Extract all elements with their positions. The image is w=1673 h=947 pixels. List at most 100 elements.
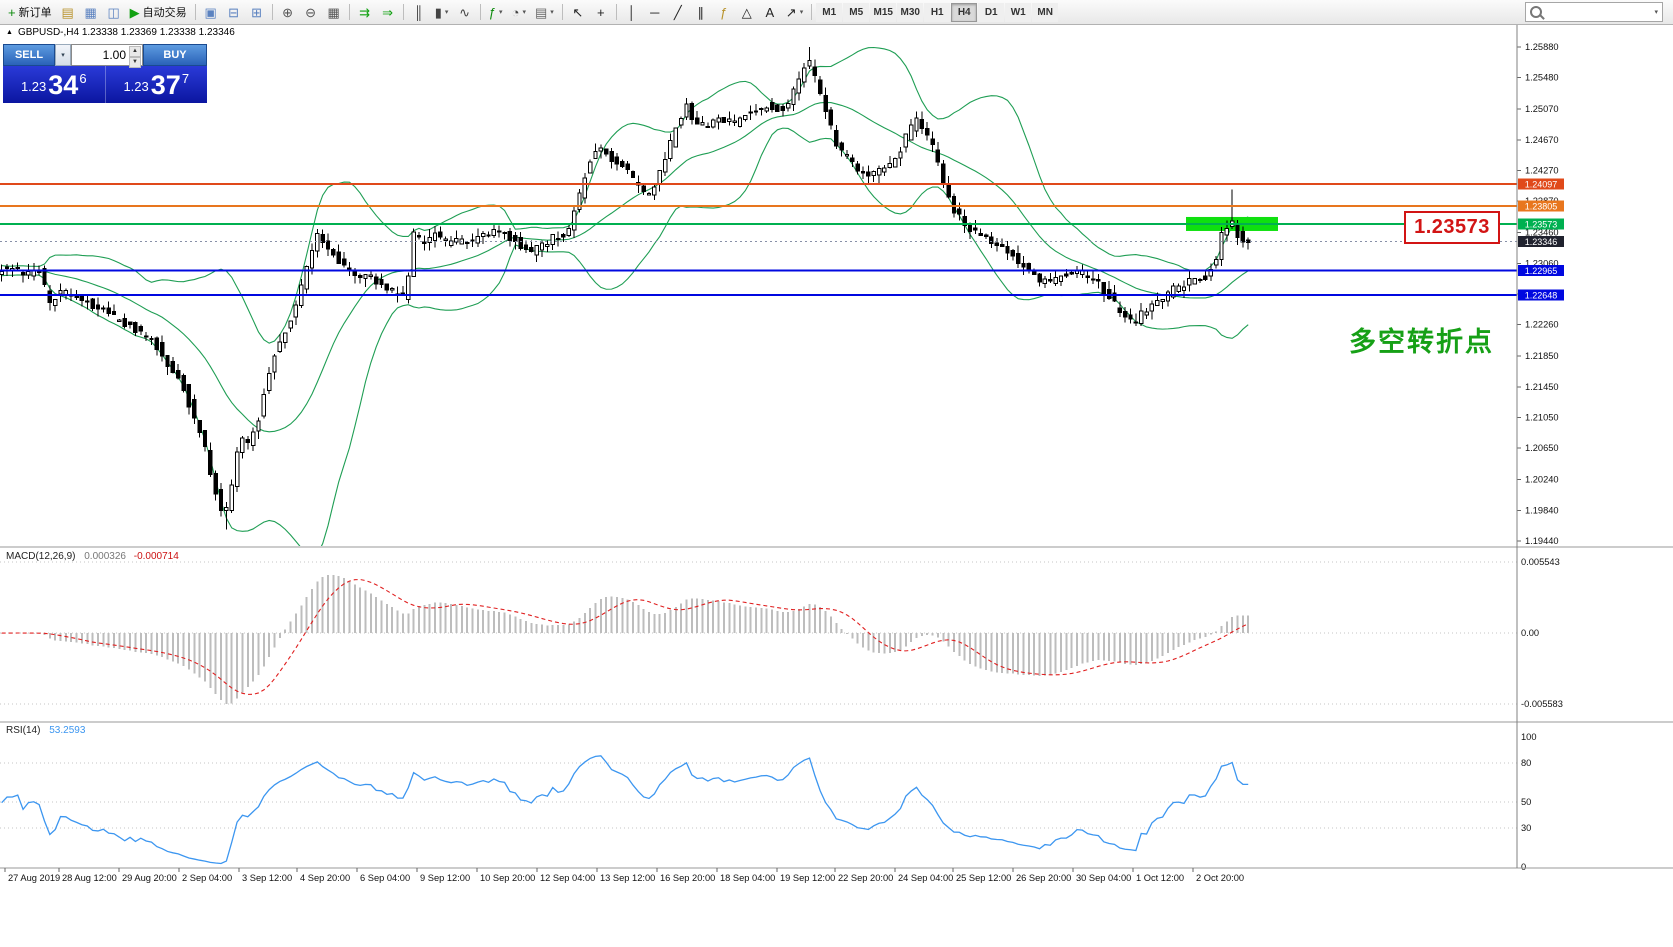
grid-button[interactable]: ▦ bbox=[323, 2, 345, 22]
timeframe-m1-button[interactable]: M1 bbox=[816, 2, 843, 22]
shapes-button[interactable]: △ bbox=[736, 2, 758, 22]
svg-text:1.22260: 1.22260 bbox=[1525, 320, 1559, 330]
templates-button[interactable]: ▤ ▾ bbox=[531, 2, 558, 22]
timeframe-m30-button[interactable]: M30 bbox=[897, 2, 924, 22]
svg-text:1.20240: 1.20240 bbox=[1525, 475, 1559, 485]
text-button[interactable]: A bbox=[759, 2, 781, 22]
fibonacci-icon: ƒ bbox=[720, 4, 728, 20]
autotrading-button[interactable]: ▶ 自动交易 bbox=[126, 2, 191, 22]
svg-text:1.24097: 1.24097 bbox=[1525, 179, 1558, 189]
timeframe-d1-button[interactable]: D1 bbox=[978, 2, 1005, 22]
data-window-button[interactable]: ◫ bbox=[103, 2, 125, 22]
candlestick-chart-button[interactable]: ▮ ▾ bbox=[431, 2, 453, 22]
toolbar-separator bbox=[194, 4, 196, 20]
sell-price[interactable]: 1.23 34 6 bbox=[3, 66, 106, 103]
chart-shift-icon: ⇒ bbox=[382, 4, 394, 20]
lot-decrease-button[interactable]: ▼ bbox=[129, 57, 141, 68]
zoom-out-button[interactable]: ⊖ bbox=[300, 2, 322, 22]
crosshair-button[interactable]: + bbox=[590, 2, 612, 22]
trendline-icon: ╱ bbox=[673, 4, 682, 20]
channel-button[interactable]: ∥ bbox=[690, 2, 712, 22]
rsi-line bbox=[1, 755, 1249, 865]
one-click-panel-toggle[interactable]: ▲ bbox=[6, 29, 13, 36]
indicator-grid: 0.005543 0.00 -0.005583 100 80 50 30 0 bbox=[0, 557, 1563, 872]
arrows-icon: ↗ bbox=[785, 4, 797, 20]
buy-price[interactable]: 1.23 37 7 bbox=[106, 66, 208, 103]
horizontal-line-button[interactable]: ─ bbox=[644, 2, 666, 22]
tile-cascade-button[interactable]: ▣ bbox=[200, 2, 222, 22]
vertical-line-icon: │ bbox=[627, 4, 636, 20]
svg-text:1.23460: 1.23460 bbox=[1525, 228, 1559, 238]
timeframe-w1-button[interactable]: W1 bbox=[1005, 2, 1032, 22]
tile-horizontal-button[interactable]: ⊟ bbox=[223, 2, 245, 22]
svg-text:1.23573: 1.23573 bbox=[1525, 219, 1558, 229]
svg-text:1.23060: 1.23060 bbox=[1525, 258, 1559, 268]
cursor-icon: ↖ bbox=[572, 4, 584, 20]
order-type-dropdown[interactable]: ▾ bbox=[55, 44, 71, 66]
line-chart-button[interactable]: ∿ bbox=[454, 2, 476, 22]
svg-text:1.25070: 1.25070 bbox=[1525, 104, 1559, 114]
rsi-value: 53.2593 bbox=[49, 725, 86, 736]
toolbar-separator bbox=[615, 4, 617, 20]
fibonacci-button[interactable]: ƒ bbox=[713, 2, 735, 22]
svg-text:1.25880: 1.25880 bbox=[1525, 42, 1559, 52]
arrows-button[interactable]: ↗ ▾ bbox=[782, 2, 807, 22]
buy-button[interactable]: BUY bbox=[143, 44, 207, 66]
svg-text:1.19440: 1.19440 bbox=[1525, 536, 1559, 546]
svg-text:0.00: 0.00 bbox=[1521, 628, 1539, 638]
periods-button[interactable]: ◔ ▾ bbox=[508, 2, 530, 22]
new-order-button-label: 新订单 bbox=[18, 7, 52, 19]
bar-chart-button[interactable]: ║ bbox=[408, 2, 430, 22]
svg-text:26 Sep 20:00: 26 Sep 20:00 bbox=[1016, 873, 1071, 883]
svg-text:24 Sep 04:00: 24 Sep 04:00 bbox=[898, 873, 953, 883]
svg-text:1.19840: 1.19840 bbox=[1525, 505, 1559, 515]
search-input[interactable] bbox=[1546, 5, 1651, 19]
timeframe-mn-button[interactable]: MN bbox=[1032, 2, 1059, 22]
auto-scroll-icon: ⇉ bbox=[359, 4, 371, 20]
auto-scroll-button[interactable]: ⇉ bbox=[354, 2, 376, 22]
timeframe-h4-button[interactable]: H4 bbox=[951, 2, 978, 22]
price-level-callout[interactable]: 1.23573 bbox=[1404, 211, 1500, 244]
autotrading-icon: ▶ bbox=[129, 4, 140, 20]
svg-text:27 Aug 2019: 27 Aug 2019 bbox=[8, 873, 60, 883]
svg-text:2 Sep 04:00: 2 Sep 04:00 bbox=[182, 873, 232, 883]
charts-button[interactable]: ▦ bbox=[80, 2, 102, 22]
toolbar-separator bbox=[348, 4, 350, 20]
svg-text:1.24270: 1.24270 bbox=[1525, 166, 1559, 176]
toolbar-separator bbox=[811, 4, 813, 20]
new-order-button[interactable]: + 新订单 bbox=[4, 2, 56, 22]
zoom-out-icon: ⊖ bbox=[305, 4, 317, 20]
vertical-line-button[interactable]: │ bbox=[621, 2, 643, 22]
cursor-button[interactable]: ↖ bbox=[567, 2, 589, 22]
indicators-button[interactable]: ƒ ▾ bbox=[485, 2, 507, 22]
toolbar-separator bbox=[561, 4, 563, 20]
svg-text:1.24670: 1.24670 bbox=[1525, 135, 1559, 145]
charts-icon: ▦ bbox=[84, 4, 97, 20]
search-dropdown-icon[interactable]: ▾ bbox=[1654, 9, 1658, 16]
timeframe-h1-button[interactable]: H1 bbox=[924, 2, 951, 22]
zoom-in-icon: ⊕ bbox=[282, 4, 294, 20]
profiles-button[interactable]: ▤ bbox=[57, 2, 79, 22]
crosshair-icon: + bbox=[596, 4, 605, 20]
svg-text:0: 0 bbox=[1521, 862, 1526, 872]
grid-icon: ▦ bbox=[327, 4, 340, 20]
tile-vertical-button[interactable]: ⊞ bbox=[246, 2, 268, 22]
svg-text:80: 80 bbox=[1521, 758, 1531, 768]
timeframe-m5-button[interactable]: M5 bbox=[843, 2, 870, 22]
macd-signal-value: -0.000714 bbox=[133, 551, 179, 562]
sell-button[interactable]: SELL bbox=[3, 44, 55, 66]
chart-shift-button[interactable]: ⇒ bbox=[377, 2, 399, 22]
macd-main-value: 0.000326 bbox=[84, 551, 126, 562]
one-click-top-row: SELL ▾ ▲ ▼ BUY bbox=[3, 44, 207, 68]
lot-size-input[interactable] bbox=[72, 45, 142, 65]
annotation-note[interactable]: 多空转折点 bbox=[1349, 327, 1494, 357]
buy-price-prefix: 1.23 bbox=[123, 79, 149, 94]
timeframe-m15-button[interactable]: M15 bbox=[870, 2, 897, 22]
lot-increase-button[interactable]: ▲ bbox=[129, 46, 141, 57]
zoom-in-button[interactable]: ⊕ bbox=[277, 2, 299, 22]
svg-text:1.23346: 1.23346 bbox=[1525, 237, 1558, 247]
trendline-button[interactable]: ╱ bbox=[667, 2, 689, 22]
